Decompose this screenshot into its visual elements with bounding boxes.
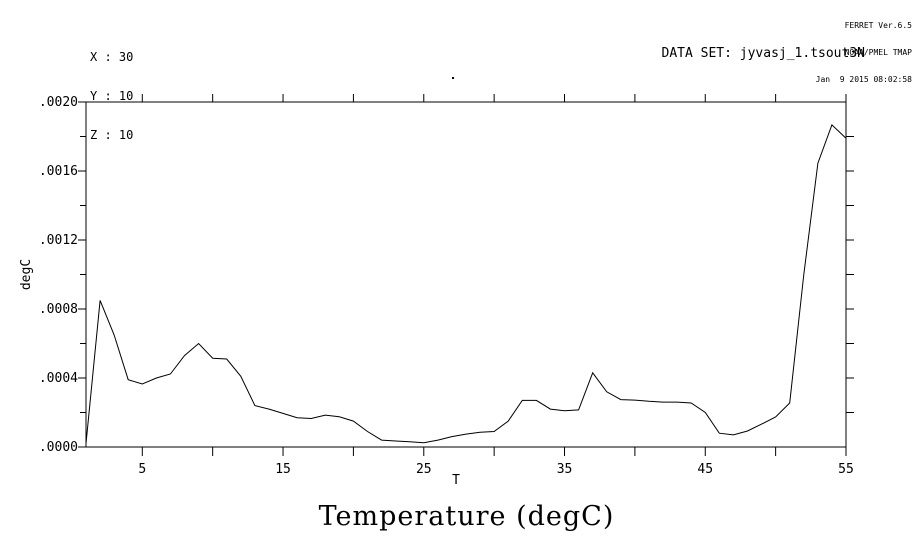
y-tick-label: .0008 [39, 302, 78, 317]
x-tick-label: 45 [697, 462, 713, 477]
y-tick-label: .0000 [39, 440, 78, 455]
context-x: X : 30 [90, 50, 134, 64]
ferret-timestamp-label: Jan 9 2015 08:02:58 [815, 75, 912, 84]
x-tick-label: 5 [138, 462, 146, 477]
y-tick-label: .0004 [39, 371, 78, 386]
y-axis-title: degC [19, 259, 34, 290]
dataset-label: DATA SET: jyvasj_1.tsout3N [661, 46, 866, 61]
context-z: Z : 10 [90, 128, 134, 142]
temperature-line [85, 124, 847, 444]
y-tick-label: .0012 [39, 233, 78, 248]
x-axis-title: T [452, 473, 460, 488]
context-info: X : 30 Y : 10 Z : 10 [90, 25, 133, 168]
context-y: Y : 10 [90, 89, 134, 103]
chart-title: Temperature (degC) [318, 501, 615, 532]
ferret-org-label: NOAA/PMEL TMAP [844, 48, 912, 57]
ferret-version-label: FERRET Ver.6.5 [844, 21, 912, 30]
x-tick-label: 35 [557, 462, 573, 477]
y-tick-label: .0020 [39, 95, 78, 110]
x-tick-label: 55 [838, 462, 854, 477]
x-tick-label: 15 [275, 462, 291, 477]
y-tick-label: .0016 [39, 164, 78, 179]
plot-marker-dot [452, 77, 454, 79]
x-tick-label: 25 [416, 462, 432, 477]
plot-box [85, 101, 847, 448]
ferret-stamp: FERRET Ver.6.5 NOAA/PMEL TMAP Jan 9 2015… [816, 3, 912, 102]
